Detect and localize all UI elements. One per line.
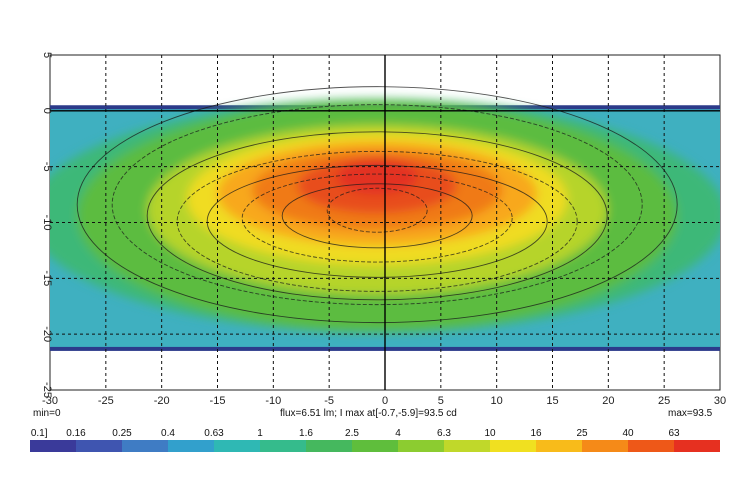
x-tick-label: -25 (98, 395, 114, 407)
contour-lines (76, 86, 678, 324)
y-tick-label: -5 (41, 162, 53, 172)
y-tick-label: -20 (41, 326, 53, 342)
y-tick-label: -15 (41, 270, 53, 286)
colorbar-tick-label: 0.16 (66, 428, 86, 439)
x-tick-label: 15 (546, 395, 558, 407)
axis-lines (50, 55, 720, 390)
contour-line (76, 86, 678, 324)
y-tick-labels: 5 0 -5 -10 -15 -20 -25 (41, 52, 53, 398)
contour-line (176, 150, 578, 292)
colorbar-swatch (490, 440, 536, 452)
colorbar-tick-label: 6.3 (437, 428, 451, 439)
colorbar-swatch (306, 440, 352, 452)
colorbar-tick-label: 16 (530, 428, 542, 439)
colorbar-tick-label: 0.63 (204, 428, 224, 439)
x-tick-label: -30 (42, 395, 58, 407)
colorbar-swatch (398, 440, 444, 452)
colorbar-tick-label: 0.4 (161, 428, 175, 439)
x-tick-label: 5 (438, 395, 444, 407)
x-tick-label: 10 (491, 395, 503, 407)
colorbar-swatch (260, 440, 306, 452)
colorbar-swatch (30, 440, 76, 452)
colorbar-swatch (168, 440, 214, 452)
x-tick-labels: -30 -25 -20 -15 -10 -5 0 5 10 15 20 25 30 (42, 395, 726, 407)
x-tick-label: 20 (602, 395, 614, 407)
x-tick-label: 0 (382, 395, 388, 407)
colorbar-tick-label: 0.1] (30, 428, 48, 439)
colorbar-swatch (352, 440, 398, 452)
contour-line (241, 173, 513, 263)
x-tick-label: -10 (265, 395, 281, 407)
contour-line (206, 164, 548, 278)
colorbar-tick-label: 10 (484, 428, 496, 439)
colorbar-swatch (674, 440, 720, 452)
contour-line (326, 187, 428, 233)
colorbar-swatch (122, 440, 168, 452)
colorbar (30, 440, 720, 452)
max-label: max=93.5 (668, 408, 713, 419)
colorbar-tick-label: 4 (395, 428, 401, 439)
colorbar-tick-label: 1 (257, 428, 263, 439)
y-tick-label: -25 (41, 382, 53, 398)
x-tick-label: -15 (210, 395, 226, 407)
contour-line (111, 104, 643, 306)
colorbar-labels: 0.1] 0.16 0.25 0.4 0.63 1 1.6 2.5 4 6.3 10 16 25 40 63 (30, 428, 720, 440)
colorbar-tick-label: 1.6 (299, 428, 313, 439)
contour-line (146, 131, 608, 301)
colorbar-swatch (536, 440, 582, 452)
x-tick-label: -20 (154, 395, 170, 407)
colorbar-tick-label: 63 (668, 428, 680, 439)
colorbar-swatch (214, 440, 260, 452)
heatmap-field (50, 99, 720, 351)
colorbar-swatch (76, 440, 122, 452)
y-tick-label: 0 (41, 108, 53, 114)
heat-peak (337, 158, 418, 195)
colorbar-tick-label: 40 (622, 428, 634, 439)
x-tick-label: 30 (714, 395, 726, 407)
y-tick-label: -10 (41, 215, 53, 231)
colorbar-tick-label: 0.25 (112, 428, 132, 439)
colorbar-swatch (444, 440, 490, 452)
colorbar-tick-label: 25 (576, 428, 588, 439)
flux-info-label: flux=6.51 lm; I max at[-0.7,-5.9]=93.5 c… (280, 408, 457, 419)
contour-line (281, 183, 473, 249)
colorbar-tick-label: 2.5 (345, 428, 359, 439)
y-tick-label: 5 (41, 52, 53, 58)
colorbar-swatch (582, 440, 628, 452)
min-label: min=0 (33, 408, 61, 419)
heat-blend (50, 99, 720, 333)
colorbar-swatch (628, 440, 674, 452)
x-tick-label: 25 (658, 395, 670, 407)
x-tick-label: -5 (324, 395, 334, 407)
